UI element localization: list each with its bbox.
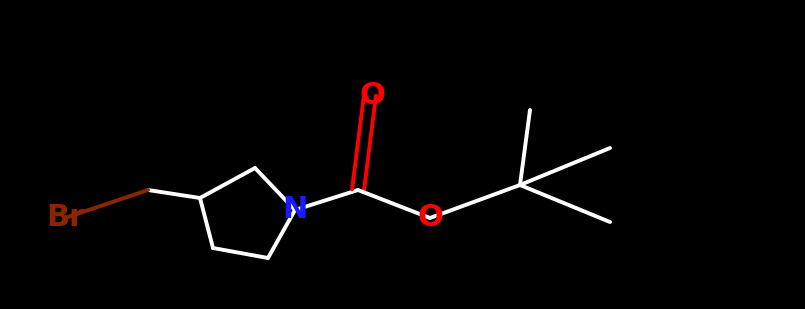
Text: Br: Br: [46, 204, 84, 232]
Text: O: O: [417, 204, 443, 232]
Text: O: O: [359, 81, 385, 109]
Text: N: N: [283, 196, 308, 225]
